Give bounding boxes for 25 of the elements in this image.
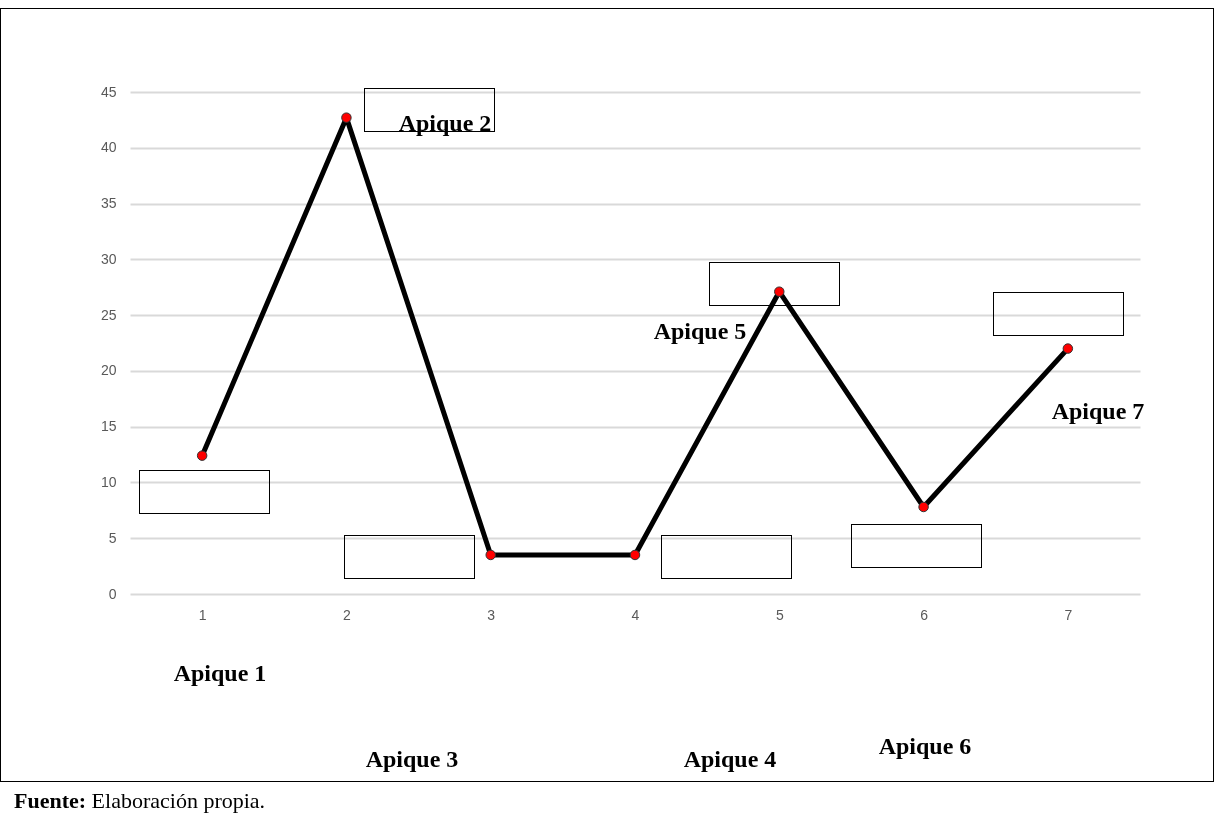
- y-tick-label: 30: [100, 250, 117, 267]
- source-note: Fuente: Elaboración propia.: [14, 788, 266, 814]
- y-tick-label: 45: [100, 83, 117, 100]
- text: Apique 4: [683, 746, 777, 774]
- text: Apique 3: [365, 746, 459, 774]
- text: Apique 6: [878, 733, 972, 761]
- text: Apique 1: [173, 660, 267, 688]
- x-tick-label: 7: [1064, 606, 1073, 623]
- x-tick-label: 1: [198, 606, 207, 623]
- y-tick-label: 0: [108, 585, 117, 602]
- x-tick-label: 4: [631, 606, 640, 623]
- x-tick-label: 3: [487, 606, 496, 623]
- y-tick-label: 35: [100, 195, 117, 212]
- y-tick-label: 25: [100, 306, 117, 323]
- y-tick-label: 10: [100, 473, 117, 490]
- annotation: Apique 7: [1051, 398, 1145, 426]
- y-tick-label: 15: [100, 418, 117, 435]
- y-tick-label: 40: [100, 139, 117, 156]
- x-tick-label: 6: [920, 606, 929, 623]
- x-tick-label: 5: [775, 606, 784, 623]
- x-tick-label: 2: [343, 606, 352, 623]
- annotation: Apique 2: [398, 110, 492, 138]
- y-tick-label: 20: [100, 362, 117, 379]
- annotation: Apique 5: [653, 318, 747, 346]
- y-tick-label: 5: [108, 529, 117, 546]
